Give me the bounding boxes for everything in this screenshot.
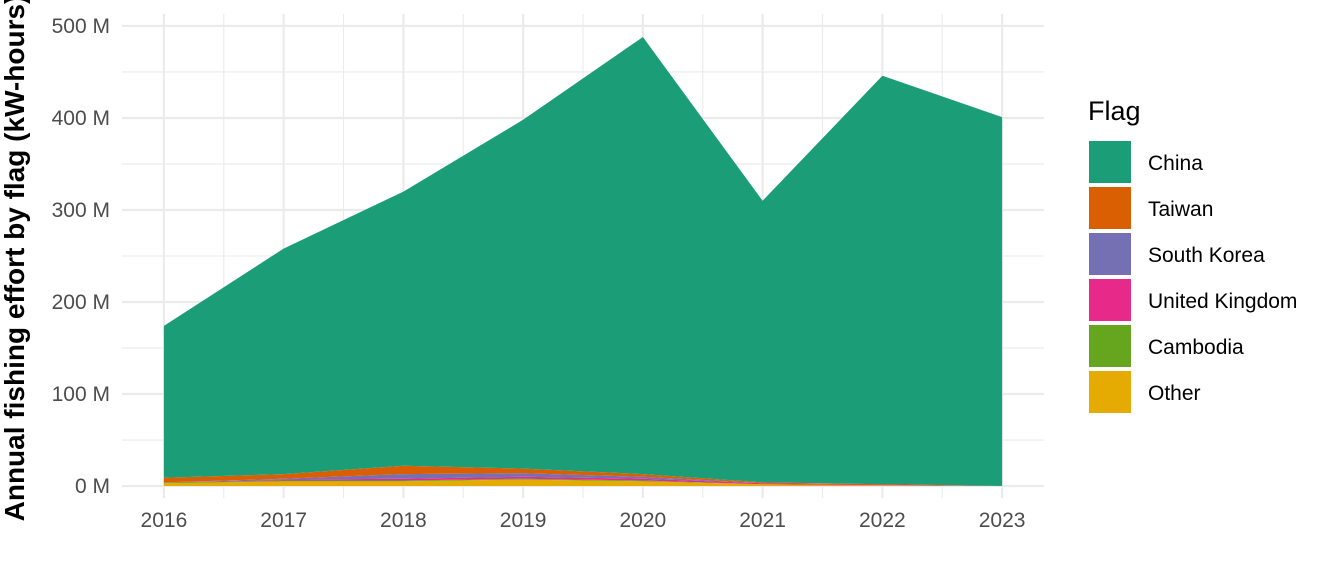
x-tick-label: 2016: [141, 509, 188, 532]
legend-items: China Taiwan South Korea United Kingdom Camb…: [1089, 141, 1297, 413]
area-cambodia: [163, 478, 1003, 486]
legend-swatch-united-kingdom: [1089, 279, 1131, 321]
legend-label-cambodia: Cambodia: [1148, 336, 1244, 359]
y-tick-label: 500 M: [52, 15, 110, 38]
legend-swatch-taiwan: [1089, 187, 1131, 229]
x-axis-ticks: 2016 2017 2018 2019 2020 2021 2022 2023: [141, 509, 1026, 532]
area-taiwan: [163, 465, 1003, 486]
legend-label-other: Other: [1148, 382, 1201, 405]
x-tick-label: 2017: [260, 509, 307, 532]
area-china: [163, 37, 1003, 486]
y-tick-label: 300 M: [52, 199, 110, 222]
y-tick-label: 400 M: [52, 107, 110, 130]
area-other: [163, 479, 1003, 486]
legend-title: Flag: [1088, 96, 1141, 126]
legend-label-united-kingdom: United Kingdom: [1148, 290, 1297, 313]
y-axis-ticks: 0 M 100 M 200 M 300 M 400 M 500 M: [52, 15, 110, 498]
area-united-kingdom: [163, 476, 1003, 486]
legend-swatch-south-korea: [1089, 233, 1131, 275]
y-tick-label: 100 M: [52, 383, 110, 406]
legend-swatch-cambodia: [1089, 325, 1131, 367]
legend-label-china: China: [1148, 152, 1203, 175]
legend-swatch-other: [1089, 371, 1131, 413]
x-tick-label: 2023: [979, 509, 1026, 532]
x-tick-label: 2019: [500, 509, 547, 532]
y-tick-label: 0 M: [75, 475, 110, 498]
x-tick-label: 2018: [380, 509, 427, 532]
stacked-areas: [163, 37, 1003, 486]
x-tick-label: 2020: [620, 509, 667, 532]
legend: Flag China Taiwan South Korea United Kingdo…: [1088, 96, 1297, 413]
area-south-korea: [163, 473, 1003, 486]
x-tick-label: 2021: [739, 509, 786, 532]
y-axis-label: Annual fishing effort by flag (kW-hours): [0, 0, 30, 521]
legend-swatch-china: [1089, 141, 1131, 183]
legend-label-south-korea: South Korea: [1148, 244, 1265, 267]
legend-label-taiwan: Taiwan: [1148, 198, 1213, 221]
y-tick-label: 200 M: [52, 291, 110, 314]
x-tick-label: 2022: [859, 509, 906, 532]
